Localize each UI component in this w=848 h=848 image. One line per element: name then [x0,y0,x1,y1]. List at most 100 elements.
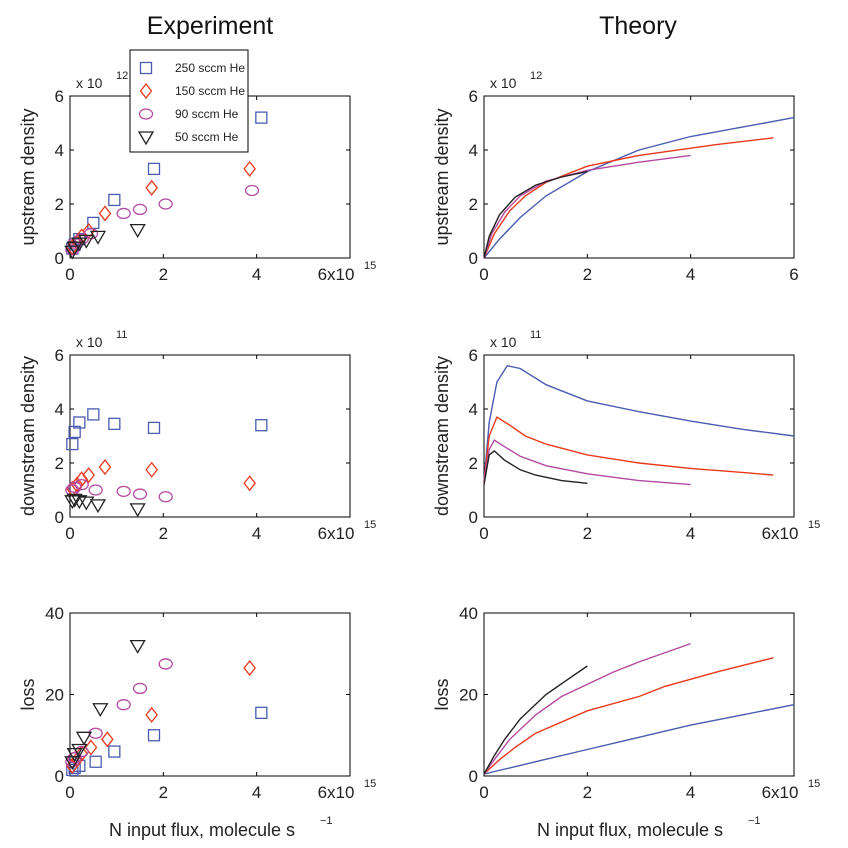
x-tick-label: 0 [65,783,74,802]
x-tick-label: 6x10 [318,265,355,284]
data-point-50 [78,496,95,511]
data-point-50 [129,503,146,518]
x-tick-exponent: 15 [808,778,820,790]
series-90 [65,184,260,256]
data-point-150 [98,205,112,222]
x-axis-label: N input flux, molecule s [537,820,723,840]
legend-label: 90 sccm He [175,107,239,121]
data-point-250 [108,193,121,207]
data-point-150 [145,461,158,478]
legend-label: 150 sccm He [175,84,245,98]
x-axis-label: N input flux, molecule s [109,820,295,840]
series-line-90 [483,642,691,775]
x-tick-label: 2 [583,265,592,284]
x-tick-label: 0 [65,524,74,543]
y-tick-label: 0 [55,508,64,527]
data-point-250 [87,216,100,230]
data-point-250 [255,111,268,124]
data-point-50 [78,234,95,249]
y-tick-label: 2 [469,454,478,473]
legend-marker-150 [139,82,153,100]
panel-theory-downstream: 0 2 4 6x10 15 0 2 4 6 x 10 11 downstream density [432,329,820,543]
data-point-50 [89,499,107,514]
data-point-250 [89,755,102,768]
x-tick-label: 0 [479,783,488,802]
data-point-150 [101,731,114,748]
data-point-150 [243,160,256,177]
data-point-250 [108,417,121,431]
legend-entry-250: 250 sccm He [139,61,245,75]
series-line-50 [483,170,588,259]
y-tick-label: 4 [469,141,478,160]
data-point-50 [71,743,88,758]
x-axis-labels: N input flux, molecule s −1 N input flux, … [109,815,761,840]
panel-exp-downstream: 0 2 4 6x10 15 0 2 4 6 x 10 11 downstream density [18,329,376,543]
data-point-250 [147,162,161,176]
series-line-50 [483,449,588,485]
data-point-90 [132,682,148,695]
x-tick-label: 2 [583,783,592,802]
data-point-90 [83,228,99,240]
data-point-50 [129,223,146,238]
title-theory: Theory [599,12,677,40]
x-tick-label: 6x10 [318,524,355,543]
y-exponent: 12 [116,70,128,82]
plot-frame [69,612,351,777]
data-point-50 [129,639,146,654]
data-point-90 [116,699,131,711]
data-point-90 [74,233,89,245]
x-tick-label: 4 [686,783,695,802]
data-point-150 [82,467,95,484]
y-exponent-label: x 10 [490,334,517,350]
data-point-90 [158,658,173,670]
y-tick-label: 4 [469,400,478,419]
data-point-90 [67,481,82,493]
data-point-90 [158,491,173,503]
data-point-50 [75,731,93,746]
data-point-150 [243,475,256,492]
x-tick-exponent: 15 [808,519,820,531]
data-point-250 [68,425,81,439]
y-exponent-label: x 10 [76,75,103,91]
data-point-250 [147,729,161,742]
data-point-250 [255,419,268,432]
series-line-90 [483,154,691,259]
y-tick-label: 20 [459,686,478,705]
data-point-250 [87,408,100,421]
x-tick-label: 2 [583,524,592,543]
data-point-90 [132,203,148,216]
x-tick-label: 0 [479,265,488,284]
x-tick-label: 6x10 [318,783,355,802]
data-point-250 [73,416,86,429]
y-tick-label: 4 [55,141,64,160]
panel-theory-upstream: 0 2 4 6 0 2 4 6 x 10 12 upstream density [432,70,799,284]
data-point-150 [84,739,98,756]
legend: 250 sccm He 150 sccm He 90 sccm He 50 sccm … [129,49,249,153]
data-point-90 [244,184,260,197]
title-experiment: Experiment [147,12,273,40]
y-tick-label: 40 [45,604,64,623]
legend-entry-90: 90 sccm He [138,107,239,121]
plot-frame [483,95,795,259]
data-point-250 [255,706,268,719]
series-line-250 [483,704,795,775]
series-line-150 [483,416,774,482]
panel-theory-loss: 0 2 4 6x10 15 0 20 40 loss [432,604,820,802]
x-tick-label: 6x10 [762,783,799,802]
data-point-50 [89,230,107,245]
plot-frame [69,354,351,518]
x-tick-label: 2 [159,265,168,284]
data-point-150 [243,659,256,677]
y-axis-label: downstream density [18,356,38,516]
x-tick-label: 2 [159,524,168,543]
data-point-250 [108,745,121,758]
data-point-90 [74,478,89,491]
y-tick-label: 4 [55,400,64,419]
series-90 [65,658,173,768]
series-line-150 [483,657,774,775]
data-point-50 [66,493,83,508]
data-point-150 [145,179,158,196]
legend-marker-250 [139,61,153,75]
